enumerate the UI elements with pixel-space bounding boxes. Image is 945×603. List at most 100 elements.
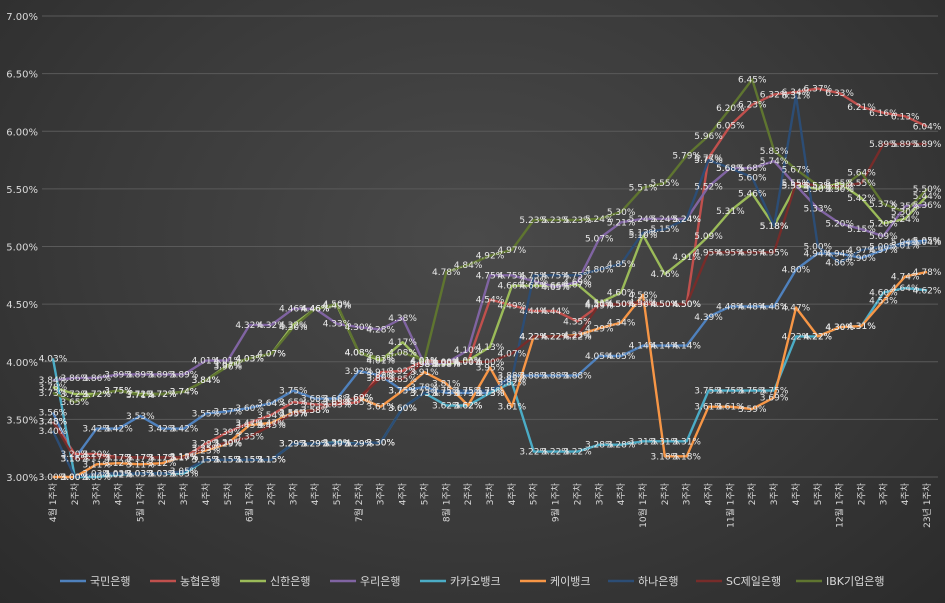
data-label: 3.72%	[148, 390, 177, 400]
data-label: 4.78%	[432, 268, 461, 278]
data-label: 5.55%	[651, 179, 680, 189]
data-label: 3.00%	[82, 473, 111, 483]
data-label: 3.98%	[410, 360, 439, 370]
x-tick-label: 2주차	[462, 482, 474, 505]
data-label: 4.53%	[869, 297, 898, 307]
data-label: 5.75%	[694, 156, 723, 166]
data-label: 3.86%	[366, 374, 395, 384]
data-label: 4.48%	[760, 302, 789, 312]
data-label: 3.17%	[148, 453, 177, 463]
data-label: 4.50%	[672, 300, 701, 310]
data-label: 5.51%	[629, 184, 658, 194]
data-label: 4.01%	[366, 357, 395, 367]
legend-label: 카카오뱅크	[450, 575, 501, 588]
data-label: 4.00%	[432, 358, 461, 368]
data-label: 3.73%	[476, 389, 505, 399]
data-label: 3.17%	[104, 453, 133, 463]
series-line	[51, 286, 928, 479]
data-label: 5.74%	[760, 157, 789, 167]
x-tick-label: 3주차	[375, 482, 387, 505]
data-label: 3.11%	[126, 460, 155, 470]
data-label: 3.03%	[126, 470, 155, 480]
data-label: 4.22%	[519, 332, 548, 342]
x-tick-label: 12월 1주차	[834, 482, 846, 528]
data-label: 4.95%	[716, 248, 745, 258]
data-label: 4.22%	[804, 332, 833, 342]
data-label: 4.46%	[279, 305, 308, 315]
data-label: 4.38%	[388, 314, 417, 324]
data-label: 4.14%	[629, 342, 658, 352]
data-label: 5.21%	[607, 218, 636, 228]
data-label: 4.00%	[410, 358, 439, 368]
data-label: 4.66%	[498, 282, 527, 292]
data-label: 5.24%	[651, 215, 680, 225]
data-label: 3.84%	[39, 376, 68, 386]
data-label: 4.44%	[541, 307, 570, 317]
legend-label: IBK기업은행	[826, 575, 884, 588]
data-label: 4.30%	[345, 323, 374, 333]
y-tick-label: 6.50%	[6, 70, 38, 81]
data-label: 4.50%	[651, 300, 680, 310]
data-label: 3.75%	[738, 387, 767, 397]
data-label: 3.73%	[432, 389, 461, 399]
data-label: 4.03%	[39, 354, 68, 364]
data-label: 4.69%	[563, 278, 592, 288]
data-label: 3.30%	[366, 438, 395, 448]
data-label: 3.00%	[60, 473, 89, 483]
x-tick-label: 4주차	[309, 482, 321, 505]
data-label: 3.69%	[760, 393, 789, 403]
data-label: 3.60%	[235, 404, 264, 414]
data-label: 4.50%	[672, 300, 701, 310]
x-tick-label: 9월 1주차	[550, 482, 562, 522]
data-label: 3.65%	[60, 398, 89, 408]
data-label: 5.89%	[891, 140, 920, 150]
data-label: 4.62%	[913, 286, 942, 296]
data-label: 3.75%	[760, 387, 789, 397]
data-label: 3.02%	[104, 471, 133, 481]
data-label: 3.45%	[257, 421, 286, 431]
data-label: 3.95%	[476, 364, 505, 374]
data-label: 3.72%	[82, 390, 111, 400]
data-label: 3.65%	[279, 398, 308, 408]
data-label: 4.22%	[782, 332, 811, 342]
series-line	[52, 78, 928, 404]
data-label: 3.47%	[235, 419, 264, 429]
data-label: 4.64%	[891, 284, 920, 294]
data-label: 5.89%	[913, 140, 942, 150]
data-label: 4.75%	[498, 271, 527, 281]
data-label: 5.07%	[585, 234, 614, 244]
data-label: 3.31%	[651, 437, 680, 447]
data-label: 6.37%	[804, 85, 833, 95]
data-label: 4.60%	[869, 289, 898, 299]
data-label: 5.01%	[891, 241, 920, 251]
data-label: 4.75%	[519, 271, 548, 281]
data-label: 3.65%	[323, 398, 352, 408]
data-label: 5.24%	[672, 215, 701, 225]
data-label: 5.53%	[782, 181, 811, 191]
x-tick-label: 3주차	[484, 482, 496, 505]
x-tick-label: 5주차	[222, 482, 234, 505]
data-label: 3.03%	[148, 470, 177, 480]
data-label: 3.65%	[323, 398, 352, 408]
data-label: 3.88%	[563, 372, 592, 382]
data-label: 5.64%	[847, 169, 876, 179]
data-label: 3.71%	[126, 391, 155, 401]
data-label: 4.01%	[410, 357, 439, 367]
legend-label: 농협은행	[180, 575, 220, 588]
data-label: 5.12%	[629, 229, 658, 239]
data-label: 3.42%	[82, 425, 111, 435]
data-label: 4.95%	[738, 248, 767, 258]
data-label: 5.89%	[869, 140, 898, 150]
data-label: 4.50%	[607, 300, 636, 310]
series-lines	[51, 78, 928, 479]
data-label: 3.69%	[345, 393, 374, 403]
data-label: 3.29%	[279, 440, 308, 450]
data-label: 5.23%	[541, 216, 570, 226]
data-label: 3.72%	[148, 390, 177, 400]
data-label: 3.31%	[672, 437, 701, 447]
data-label: 3.89%	[148, 370, 177, 380]
data-label: 3.63%	[323, 400, 352, 410]
data-label: 4.95%	[694, 248, 723, 258]
data-label: 3.45%	[235, 421, 264, 431]
data-label: 3.75%	[104, 387, 133, 397]
